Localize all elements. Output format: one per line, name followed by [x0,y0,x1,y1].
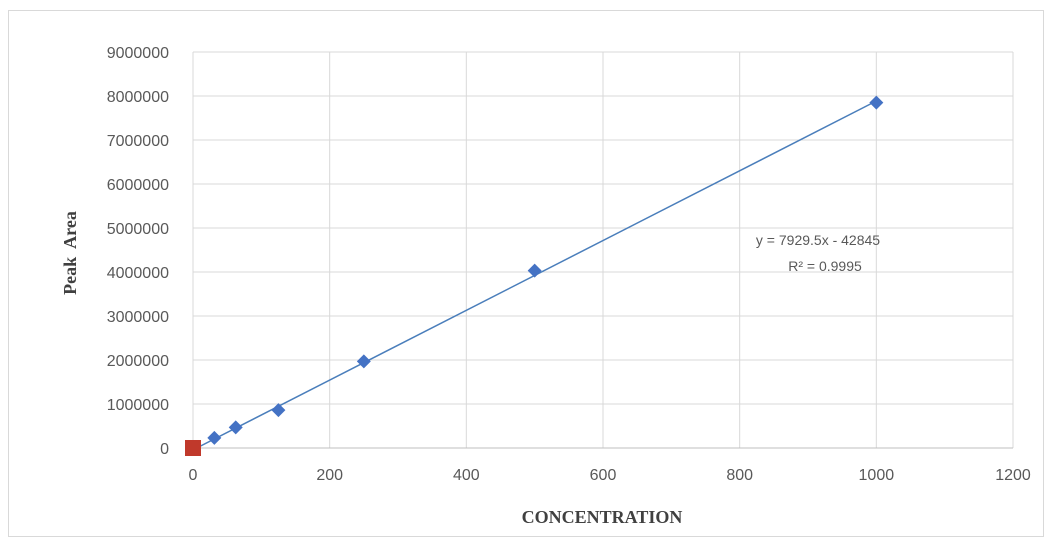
trendline-r-squared: R² = 0.9995 [788,258,862,274]
x-tick-label: 1200 [995,467,1031,484]
y-axis-title: Peak Area [60,211,80,295]
tick-labels-layer: 0100000020000003000000400000050000006000… [107,45,1031,484]
y-tick-label: 5000000 [107,221,169,238]
x-tick-label: 1000 [859,467,895,484]
y-tick-label: 3000000 [107,309,169,326]
axis-layer [192,52,1013,449]
data-point-diamond [271,403,286,418]
x-tick-label: 200 [316,467,343,484]
x-tick-label: 400 [453,467,480,484]
y-tick-label: 1000000 [107,397,169,414]
y-tick-label: 8000000 [107,89,169,106]
data-point-square [185,440,201,456]
y-tick-label: 6000000 [107,177,169,194]
data-points-layer [185,95,884,456]
data-point-diamond [207,430,222,445]
data-point-diamond [527,263,542,278]
x-tick-label: 600 [590,467,617,484]
x-tick-label: 0 [189,467,198,484]
y-tick-label: 2000000 [107,353,169,370]
x-tick-label: 800 [726,467,753,484]
x-axis-title: CONCENTRATION [522,507,683,527]
chart-frame [8,10,1044,537]
y-tick-label: 9000000 [107,45,169,62]
data-point-diamond [356,354,371,369]
trendline-equation: y = 7929.5x - 42845 [756,232,880,248]
y-tick-label: 0 [160,441,169,458]
grid-layer [193,51,1014,448]
y-tick-label: 7000000 [107,133,169,150]
data-point-diamond [869,95,884,110]
data-point-diamond [228,420,243,435]
y-tick-label: 4000000 [107,265,169,282]
